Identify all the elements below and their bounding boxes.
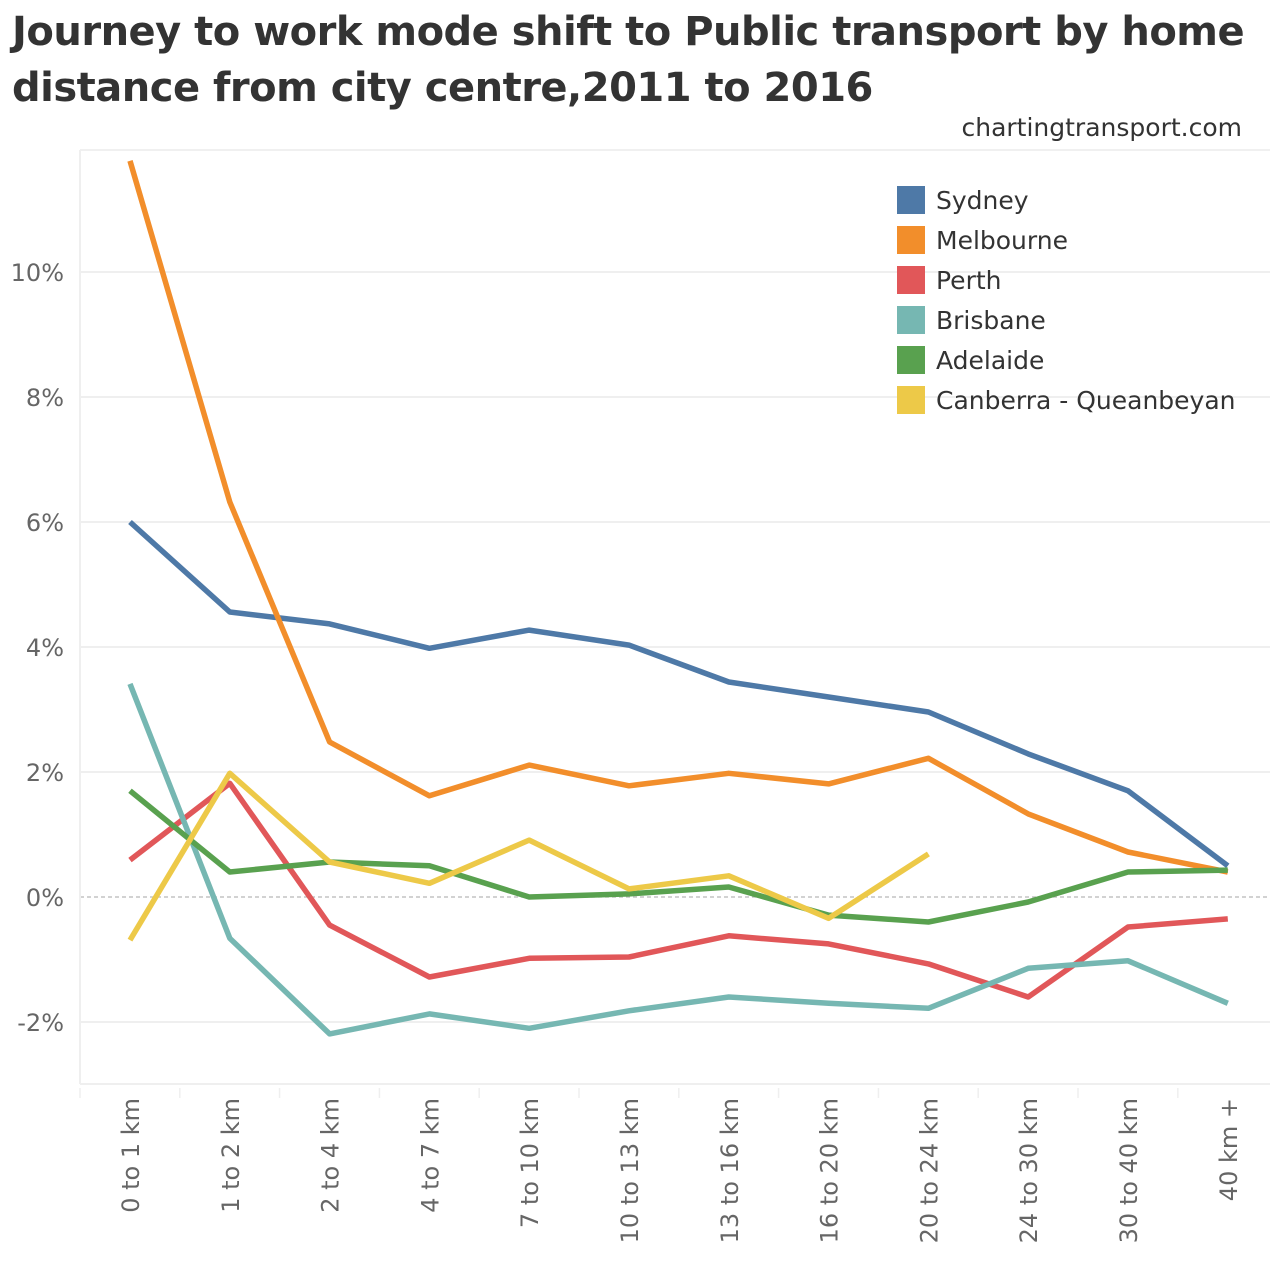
x-tick-label: 2 to 4 km — [317, 1098, 345, 1213]
legend-label: Perth — [936, 265, 1002, 295]
y-tick-label: -2% — [17, 1009, 64, 1037]
x-tick-label: 0 to 1 km — [117, 1098, 145, 1213]
y-tick-label: 0% — [26, 884, 64, 912]
legend-item-sydney: Sydney — [897, 180, 1236, 220]
legend-item-canberra-queanbeyan: Canberra - Queanbeyan — [897, 380, 1236, 420]
y-tick-label: 4% — [26, 634, 64, 662]
legend-label: Sydney — [936, 185, 1029, 215]
y-tick-label: 2% — [26, 759, 64, 787]
axes — [79, 150, 1270, 1098]
y-tick-label: 6% — [26, 509, 64, 537]
chart-title: Journey to work mode shift to Public tra… — [12, 9, 1245, 111]
legend-swatch — [897, 186, 925, 214]
series-line-sydney — [128, 519, 1230, 868]
series-line-adelaide — [128, 788, 1228, 925]
legend: Sydney Melbourne Perth Brisbane Adelaide Canb… — [897, 180, 1236, 420]
legend-item-perth: Perth — [897, 260, 1236, 300]
series-line-perth — [128, 780, 1229, 1000]
y-tick-labels: -2% 0% 2% 4% 6% 8% 10% — [11, 259, 64, 1037]
legend-item-brisbane: Brisbane — [897, 300, 1236, 340]
series-line-melbourne — [127, 160, 1229, 875]
x-tick-label: 40 km + — [1215, 1098, 1243, 1201]
x-tick-label: 24 to 30 km — [1015, 1098, 1043, 1243]
x-tick-label: 20 to 24 km — [915, 1098, 943, 1243]
legend-label: Melbourne — [936, 225, 1068, 255]
x-tick-label: 1 to 2 km — [217, 1098, 245, 1213]
legend-swatch — [897, 386, 925, 414]
legend-item-adelaide: Adelaide — [897, 340, 1236, 380]
y-tick-label: 10% — [11, 259, 64, 287]
series-line-brisbane — [127, 682, 1229, 1037]
legend-label: Canberra - Queanbeyan — [936, 385, 1236, 415]
x-tick-label: 4 to 7 km — [416, 1098, 444, 1213]
legend-label: Brisbane — [936, 305, 1046, 335]
series-line-canberra-queanbeyan — [127, 770, 930, 942]
x-tick-labels: 0 to 1 km 1 to 2 km 2 to 4 km 4 to 7 km 7 to… — [117, 1098, 1243, 1243]
y-tick-label: 8% — [26, 384, 64, 412]
legend-swatch — [897, 266, 925, 294]
legend-swatch — [897, 306, 925, 334]
legend-label: Adelaide — [936, 345, 1045, 375]
legend-item-melbourne: Melbourne — [897, 220, 1236, 260]
x-tick-label: 30 to 40 km — [1115, 1098, 1143, 1243]
x-tick-label: 10 to 13 km — [616, 1098, 644, 1243]
x-tick-label: 16 to 20 km — [816, 1098, 844, 1243]
x-tick-label: 7 to 10 km — [516, 1098, 544, 1228]
x-tick-label: 13 to 16 km — [716, 1098, 744, 1243]
source-credit: chartingtransport.com — [961, 113, 1242, 142]
legend-swatch — [897, 226, 925, 254]
series-lines — [127, 160, 1230, 1037]
legend-swatch — [897, 346, 925, 374]
